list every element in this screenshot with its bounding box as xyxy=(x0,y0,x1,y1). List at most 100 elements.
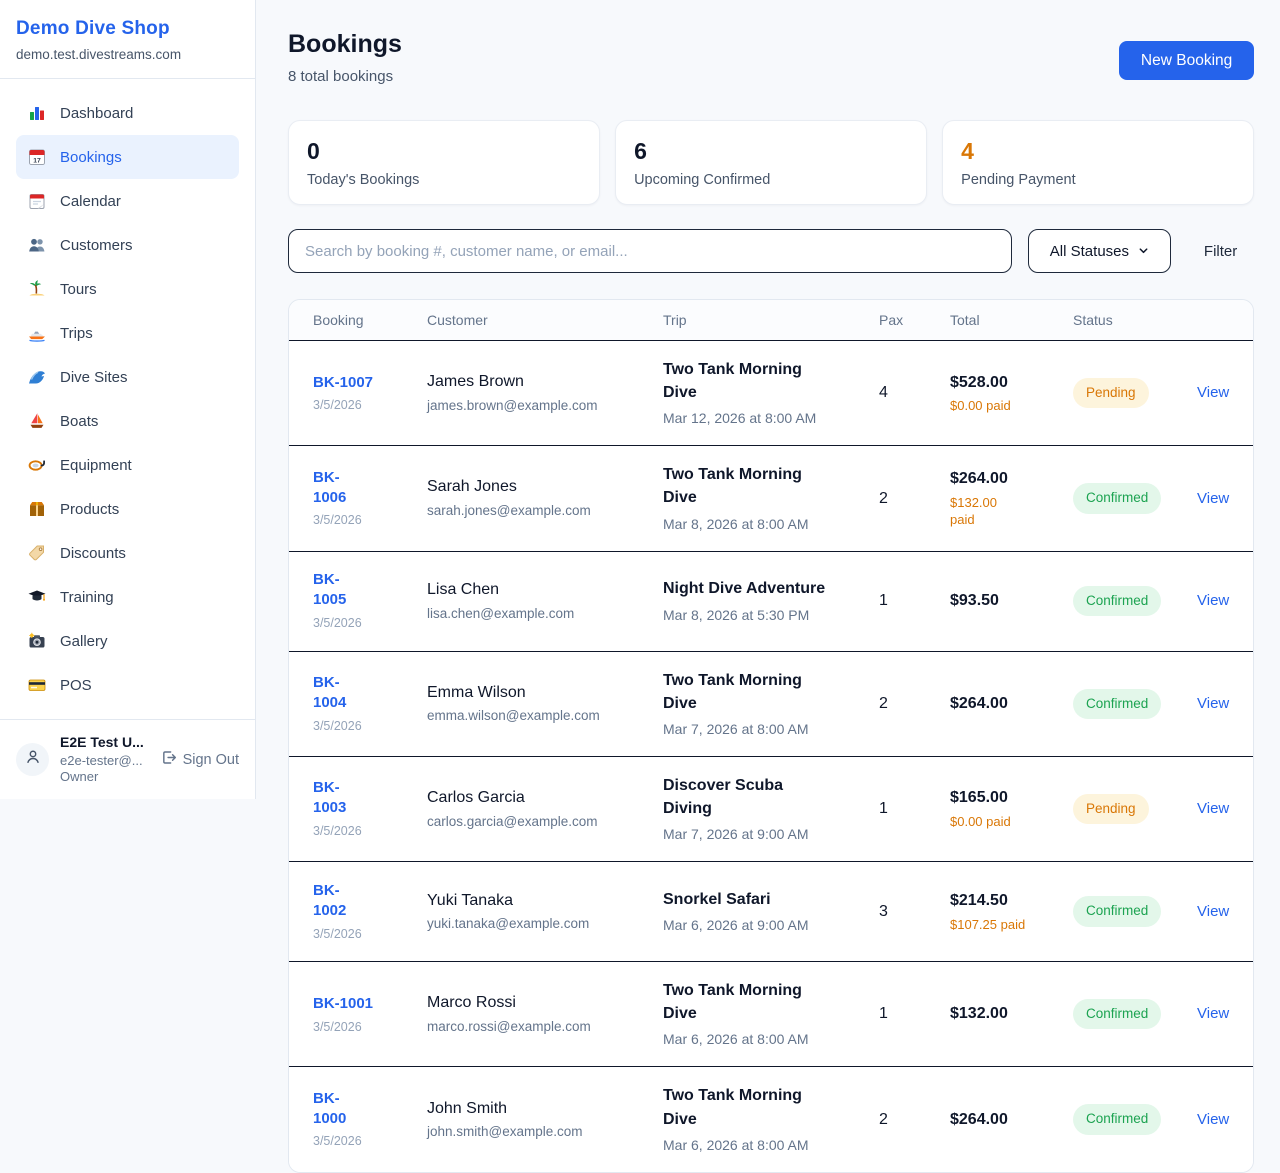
customer-name: John Smith xyxy=(427,1099,508,1117)
sidebar-nav: Dashboard 17 Bookings Calendar Customers Tour… xyxy=(0,79,255,719)
customer-name: Sarah Jones xyxy=(427,478,517,496)
total-amount: $264.00 xyxy=(950,694,1008,712)
trip-time: Mar 6, 2026 at 9:00 AM xyxy=(663,917,809,934)
stat-value: 4 xyxy=(961,138,974,164)
customer-name: James Brown xyxy=(427,373,524,391)
sidebar-item-label: Bookings xyxy=(60,148,122,166)
sidebar-item-label: Products xyxy=(60,500,120,518)
user-name: E2E Test U... xyxy=(60,734,144,750)
status-badge: Confirmed xyxy=(1073,483,1162,514)
sign-out-label: Sign Out xyxy=(182,751,239,768)
view-link[interactable]: View xyxy=(1197,1110,1230,1128)
view-link[interactable]: View xyxy=(1197,800,1230,818)
total-amount: $165.00 xyxy=(950,789,1008,807)
trip-time: Mar 7, 2026 at 8:00 AM xyxy=(663,720,809,737)
customer-name: Lisa Chen xyxy=(427,581,500,599)
customer-email: marco.rossi@example.com xyxy=(427,1018,591,1034)
table-header: Booking Customer Trip Pax Total Status xyxy=(289,300,1254,341)
booking-id-link[interactable]: BK-1007 xyxy=(313,373,374,391)
view-link[interactable]: View xyxy=(1197,489,1230,507)
sidebar-item-calendar[interactable]: Calendar xyxy=(16,179,239,223)
paid-amount: $0.00 paid xyxy=(950,398,1011,414)
search-input[interactable] xyxy=(288,229,1012,273)
status-badge: Confirmed xyxy=(1073,1104,1162,1135)
training-icon xyxy=(27,587,47,607)
sidebar-item-label: Dive Sites xyxy=(60,368,128,386)
booking-id-link[interactable]: BK- 1003 xyxy=(313,779,347,817)
table-row: BK- 1002 3/5/2026 Yuki Tanaka yuki.tanaka@e… xyxy=(289,862,1254,963)
sidebar-item-label: Calendar xyxy=(60,192,121,210)
view-link[interactable]: View xyxy=(1197,694,1230,712)
pax-count: 2 xyxy=(879,694,888,712)
booking-id-link[interactable]: BK- 1000 xyxy=(313,1089,347,1127)
sidebar-item-customers[interactable]: Customers xyxy=(16,223,239,267)
booking-id-link[interactable]: BK- 1006 xyxy=(313,468,347,506)
main-content: Bookings 8 total bookings New Booking 0 … xyxy=(256,0,1280,1173)
paid-amount: $0.00 paid xyxy=(950,813,1011,829)
sidebar-item-trips[interactable]: Trips xyxy=(16,311,239,355)
customer-email: yuki.tanaka@example.com xyxy=(427,916,590,932)
user-icon xyxy=(24,748,42,771)
sidebar-item-discounts[interactable]: Discounts xyxy=(16,531,239,575)
sidebar-item-gallery[interactable]: Gallery xyxy=(16,619,239,663)
new-booking-button[interactable]: New Booking xyxy=(1118,41,1255,80)
column-header-customer: Customer xyxy=(427,312,488,328)
column-header-pax: Pax xyxy=(879,312,904,328)
sidebar-item-equipment[interactable]: Equipment xyxy=(16,443,239,487)
sidebar-item-pos[interactable]: POS xyxy=(16,663,239,707)
products-icon xyxy=(27,499,47,519)
sidebar-item-bookings[interactable]: 17 Bookings xyxy=(16,135,239,179)
dive-sites-icon xyxy=(27,367,47,387)
trip-name: Night Dive Adventure xyxy=(663,580,826,598)
customer-name: Carlos Garcia xyxy=(427,789,525,807)
sidebar-item-products[interactable]: Products xyxy=(16,487,239,531)
dashboard-icon xyxy=(27,103,47,123)
table-row: BK- 1006 3/5/2026 Sarah Jones sarah.jones@e… xyxy=(289,446,1254,552)
stat-card-todays-bookings: 0 Today's Bookings xyxy=(288,120,601,205)
trip-name: Snorkel Safari xyxy=(663,891,771,909)
booking-id-link[interactable]: BK- 1005 xyxy=(313,571,347,609)
sidebar-item-training[interactable]: Training xyxy=(16,575,239,619)
status-badge: Confirmed xyxy=(1073,688,1162,719)
booking-date: 3/5/2026 xyxy=(313,513,362,528)
booking-id-link[interactable]: BK-1001 xyxy=(313,994,374,1012)
status-badge: Confirmed xyxy=(1073,585,1162,617)
total-amount: $528.00 xyxy=(950,373,1008,391)
view-link[interactable]: View xyxy=(1197,384,1230,402)
pax-count: 3 xyxy=(879,902,888,920)
bookings-table: Booking Customer Trip Pax Total Status B… xyxy=(288,299,1255,1173)
sidebar-item-boats[interactable]: Boats xyxy=(16,399,239,443)
avatar xyxy=(16,743,49,776)
table-row: BK-1001 3/5/2026 Marco Rossi marco.rossi@ex… xyxy=(289,962,1254,1068)
view-link[interactable]: View xyxy=(1197,592,1230,610)
customer-email: sarah.jones@example.com xyxy=(427,503,591,519)
status-badge: Confirmed xyxy=(1073,896,1162,927)
trip-name: Two Tank Morning Dive xyxy=(663,361,802,402)
total-amount: $132.00 xyxy=(950,1005,1008,1023)
booking-date: 3/5/2026 xyxy=(313,1134,362,1149)
status-filter-select[interactable]: All Statuses xyxy=(1027,229,1171,273)
sidebar-item-label: Dashboard xyxy=(60,104,134,122)
customer-email: john.smith@example.com xyxy=(427,1124,583,1140)
sidebar-item-label: Boats xyxy=(60,412,99,430)
booking-id-link[interactable]: BK- 1002 xyxy=(313,881,347,919)
status-badge: Pending xyxy=(1073,378,1149,409)
pax-count: 1 xyxy=(879,1005,888,1023)
stat-cards: 0 Today's Bookings 6 Upcoming Confirmed … xyxy=(288,120,1255,205)
column-header-booking: Booking xyxy=(313,312,364,328)
pax-count: 1 xyxy=(879,800,888,818)
boats-icon xyxy=(27,411,47,431)
view-link[interactable]: View xyxy=(1197,1005,1230,1023)
column-header-status: Status xyxy=(1073,312,1113,328)
booking-id-link[interactable]: BK- 1004 xyxy=(313,673,347,712)
bookings-icon: 17 xyxy=(27,147,47,167)
sidebar-item-dive-sites[interactable]: Dive Sites xyxy=(16,355,239,399)
trip-time: Mar 12, 2026 at 8:00 AM xyxy=(663,410,817,427)
view-link[interactable]: View xyxy=(1197,902,1230,920)
sidebar-item-dashboard[interactable]: Dashboard xyxy=(16,91,239,135)
stat-value: 0 xyxy=(307,138,320,164)
sign-out-button[interactable]: Sign Out xyxy=(160,749,239,770)
filter-button[interactable]: Filter xyxy=(1203,242,1238,260)
pos-icon xyxy=(27,675,47,695)
sidebar-item-tours[interactable]: Tours xyxy=(16,267,239,311)
